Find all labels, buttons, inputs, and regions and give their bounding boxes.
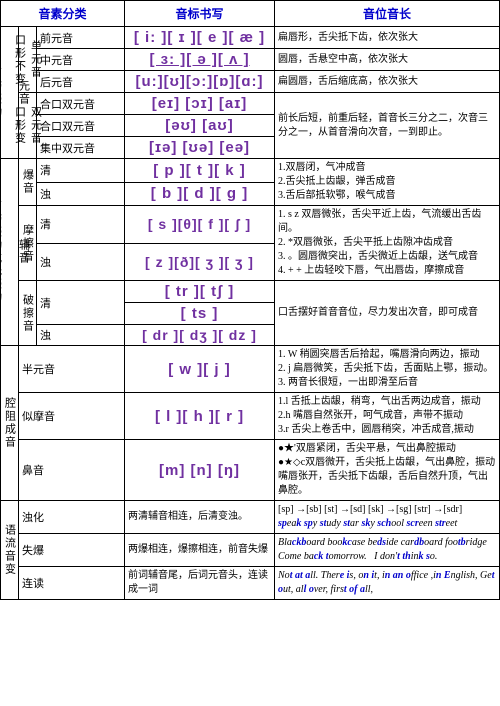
- label-bao-q: 清: [37, 159, 125, 183]
- desc-pm: 口舌摆好首音音位，尽力发出次音，即可成音: [275, 281, 500, 346]
- desc-zhong: 圆唇，舌悬空中高，依次张大: [275, 49, 500, 71]
- label-pm-z: 浊: [37, 325, 125, 346]
- label-shibao: 失爆: [19, 534, 125, 567]
- label-zhuo: 浊化: [19, 501, 125, 534]
- desc-simo: 1.l 舌抵上齿龈，稍弯，气出舌两边成音，振动 2.h 嘴唇自然张开，呵气成音，…: [275, 393, 500, 440]
- label-hk2: 合口双元音: [37, 115, 125, 137]
- ex-shibao: Blackboard bookcase bedside cardboard fo…: [275, 534, 500, 567]
- col-liubian: 语流音变: [1, 501, 19, 600]
- label-hk1: 合口双元音: [37, 93, 125, 115]
- label-simo: 似摩音: [19, 393, 125, 440]
- ipa-jz: [ɪə] [ʊə] [eə]: [125, 137, 275, 159]
- desc-hk: 前长后短，前重后轻，首音长三分之二，次音三分之一，从首音滑向次音，一到即止。: [275, 93, 500, 159]
- label-bi: 鼻音: [19, 440, 125, 501]
- cond-zhuo: 两清辅音相连，后清变浊。: [125, 501, 275, 534]
- ipa-hk1: [eɪ] [ɔɪ] [aɪ]: [125, 93, 275, 115]
- ipa-hou: [u:][ʊ][ɔ:][ɒ][ɑ:]: [125, 71, 275, 93]
- label-zhong: 中元音: [37, 49, 125, 71]
- ipa-zhong: [ ɜ: ][ ə ][ ʌ ]: [125, 49, 275, 71]
- label-ban: 半元音: [19, 346, 125, 393]
- col-fuyin: 辅音声带振动或无振动: [1, 159, 19, 346]
- label-hou: 后元音: [37, 71, 125, 93]
- ipa-bi: [m] [n] [ŋ]: [125, 440, 275, 501]
- ipa-simo: [ l ][ h ][ r ]: [125, 393, 275, 440]
- ipa-hk2: [əʊ] [aʊ]: [125, 115, 275, 137]
- desc-qian: 扁唇形，舌尖抵下齿，依次张大: [275, 27, 500, 49]
- col-qiangzu: 腔阻成音: [1, 346, 19, 501]
- ipa-mo-z: [ z ][ð][ ʒ ][ ʒ ]: [125, 243, 275, 281]
- header-category: 音素分类: [1, 1, 125, 27]
- desc-ban: 1. W 稍圆突唇舌后拾起，嘴唇滑向两边，振动 2. j 扁唇微笑，舌尖抵下齿，…: [275, 346, 500, 393]
- ipa-bao-q: [ p ][ t ][ k ]: [125, 159, 275, 183]
- ipa-mo-q: [ s ][θ][ f ][ ʃ ]: [125, 206, 275, 244]
- col-mo: 摩擦音: [19, 206, 37, 281]
- ex-lian: Not at all. There is, on it, in an offic…: [275, 567, 500, 600]
- label-qian: 前元音: [37, 27, 125, 49]
- label-jz: 集中双元音: [37, 137, 125, 159]
- col-pomo: 破擦音: [19, 281, 37, 346]
- desc-bao: 1.双唇闭，气冲成音 2.舌尖抵上齿龈，弹舌成音 3.舌后部抵软鄂，喉气成音: [275, 159, 500, 206]
- ipa-pm-q1: [ tr ][ tʃ ]: [125, 281, 275, 303]
- ipa-qian: [ i: ][ ɪ ][ e ][ æ ]: [125, 27, 275, 49]
- label-bao-z: 浊: [37, 182, 125, 206]
- label-mo-z: 浊: [37, 243, 125, 281]
- header-ipa: 音标书写: [125, 1, 275, 27]
- ipa-bao-z: [ b ][ d ][ g ]: [125, 182, 275, 206]
- cond-lian: 前词辅音尾，后词元音头，连读成一词: [125, 567, 275, 600]
- col-bao: 爆音: [19, 159, 37, 206]
- label-lian: 连读: [19, 567, 125, 600]
- ipa-ban: [ w ][ j ]: [125, 346, 275, 393]
- label-pm-q: 清: [37, 281, 125, 325]
- desc-bi: ●★'双唇紧闭，舌尖平悬，气出鼻腔振动 ●★◇c双唇微开，舌尖抵上齿龈，气出鼻腔…: [275, 440, 500, 501]
- ex-zhuo: [sp] →[sb] [st] →[sd] [sk] →[sg] [str] →…: [275, 501, 500, 534]
- desc-hou: 扁圆唇，舌后缩底高，依次张大: [275, 71, 500, 93]
- ipa-pm-z: [ dr ][ dʒ ][ dz ]: [125, 325, 275, 346]
- header-desc: 音位音长: [275, 1, 500, 27]
- desc-mo: 1. s z 双唇微张，舌尖平近上齿，气流缓出舌齿间。 2. *双唇微张，舌尖平…: [275, 206, 500, 281]
- cond-shibao: 两爆相连，爆擦相连，前音失爆: [125, 534, 275, 567]
- label-mo-q: 清: [37, 206, 125, 244]
- ipa-pm-q2: [ ts ]: [125, 303, 275, 325]
